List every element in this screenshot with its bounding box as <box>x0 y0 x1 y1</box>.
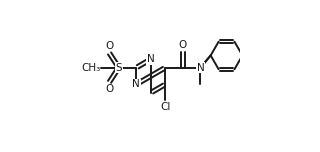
Text: CH₃: CH₃ <box>81 63 100 73</box>
Text: O: O <box>179 40 187 50</box>
Text: O: O <box>105 84 114 94</box>
Text: Cl: Cl <box>160 102 171 112</box>
Text: N: N <box>132 79 140 89</box>
Text: N: N <box>196 63 204 73</box>
Text: N: N <box>147 54 155 64</box>
Text: S: S <box>116 63 122 73</box>
Text: O: O <box>105 41 114 51</box>
